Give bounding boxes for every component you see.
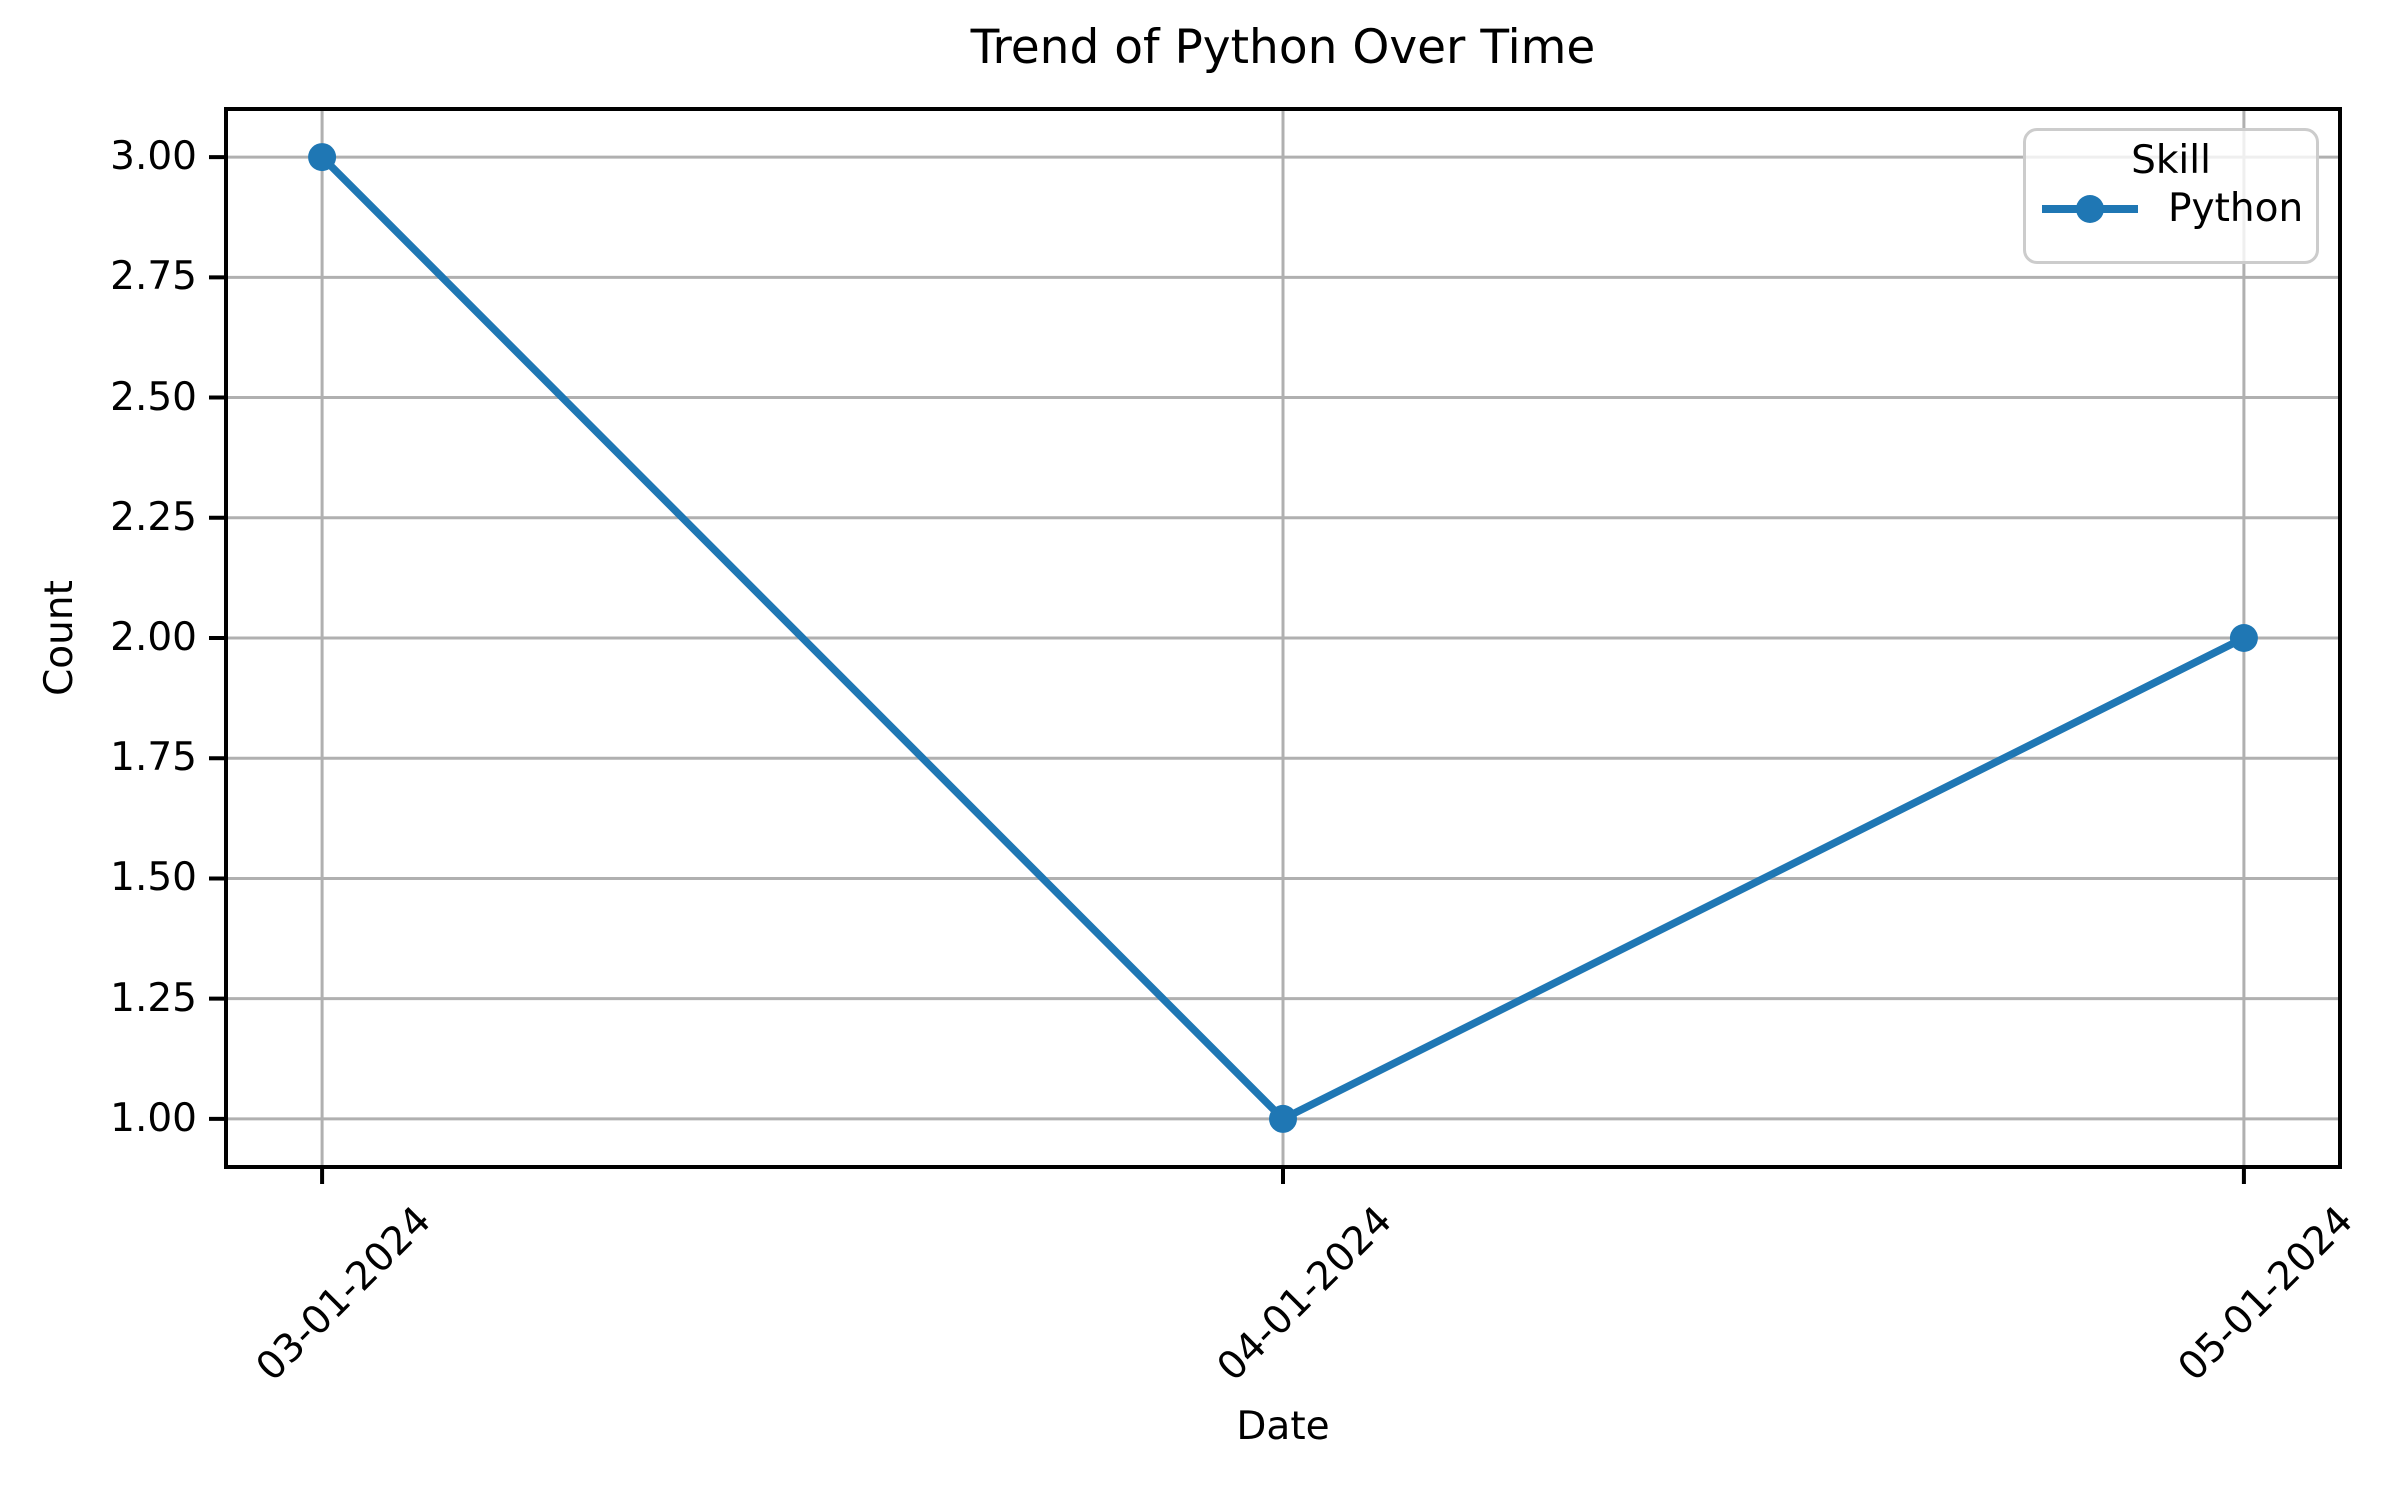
y-tick-label: 2.00 bbox=[110, 615, 197, 660]
x-axis-label: Date bbox=[1236, 1404, 1330, 1449]
y-tick-label: 1.00 bbox=[110, 1095, 197, 1141]
data-point-marker bbox=[2229, 624, 2258, 652]
y-tick-label: 1.25 bbox=[110, 975, 197, 1021]
legend-line-marker-icon bbox=[2042, 195, 2138, 223]
data-point-marker bbox=[1269, 1104, 1297, 1133]
y-tick-label: 3.00 bbox=[110, 134, 197, 180]
legend-item-label: Python bbox=[2168, 186, 2304, 231]
legend: Skill Python bbox=[2023, 128, 2319, 264]
y-tick-label: 2.25 bbox=[110, 494, 197, 540]
chart-title: Trend of Python Over Time bbox=[970, 20, 1596, 75]
y-tick-label: 2.75 bbox=[110, 254, 197, 300]
y-tick-label: 1.75 bbox=[110, 735, 197, 781]
legend-title: Skill bbox=[2131, 138, 2211, 183]
data-point-marker bbox=[308, 143, 337, 172]
legend-item: Python bbox=[2026, 187, 2316, 231]
y-tick-label: 1.50 bbox=[110, 855, 197, 901]
y-tick-label: 2.50 bbox=[110, 374, 197, 420]
